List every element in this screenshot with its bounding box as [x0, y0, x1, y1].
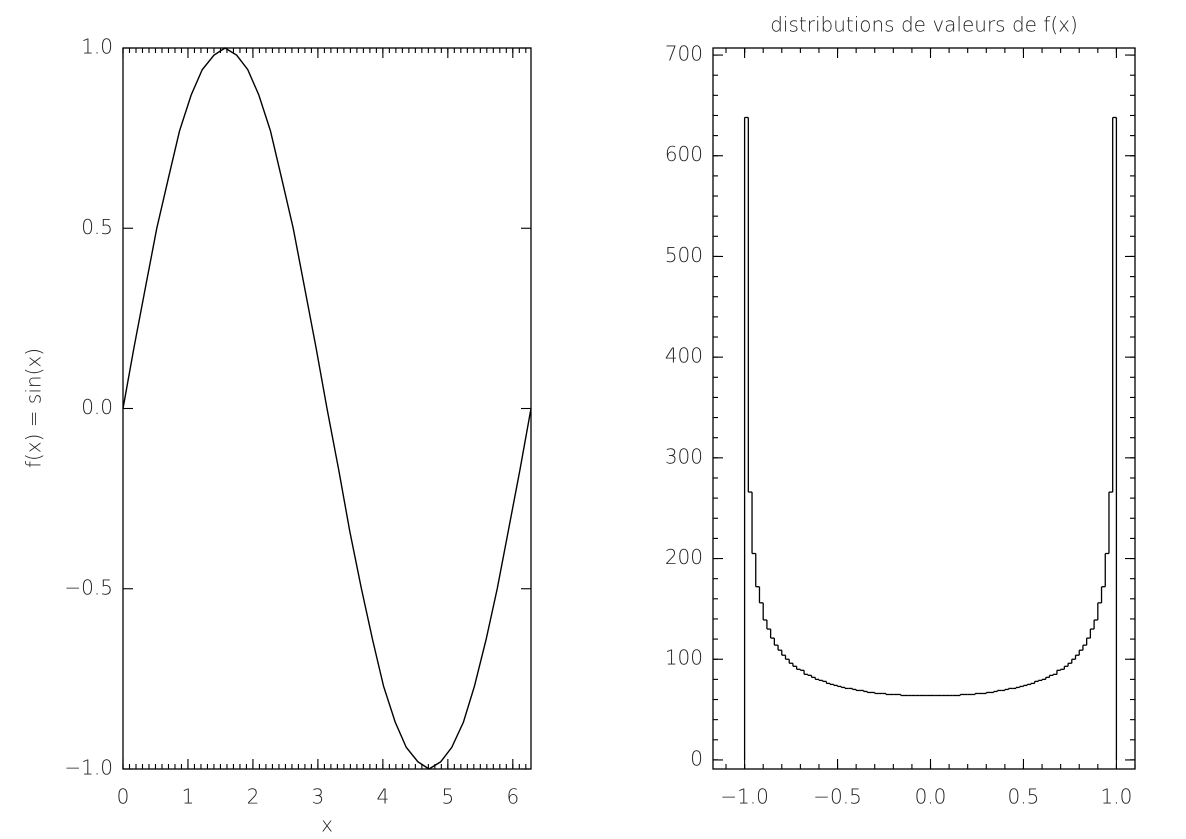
- y-tick-label: 600: [665, 142, 703, 166]
- y-tick-label: 200: [665, 545, 703, 569]
- y-tick-label: 400: [665, 344, 703, 368]
- x-tick-label: 6: [506, 785, 519, 809]
- x-tick-label: 5: [441, 785, 454, 809]
- x-tick-label: −1.0: [720, 785, 769, 809]
- y-tick-label: 300: [665, 444, 703, 468]
- y-tick-label: 500: [665, 243, 703, 267]
- x-tick-label: 1.0: [1101, 785, 1133, 809]
- x-tick-label: 4: [377, 785, 390, 809]
- sine-curve: [122, 47, 532, 770]
- y-tick-label: −0.5: [64, 575, 113, 599]
- y-tick-label: 0.0: [81, 395, 113, 419]
- x-tick-label: −0.5: [813, 785, 862, 809]
- plot-frame: [712, 47, 1136, 770]
- y-axis-label: f(x) = sin(x): [22, 348, 46, 468]
- y-tick-label: 100: [665, 646, 703, 670]
- chart-title: distributions de valeurs de f(x): [770, 13, 1078, 37]
- x-tick-label: 0: [117, 785, 130, 809]
- y-tick-label: 1.0: [81, 35, 113, 59]
- y-tick-label: 0: [690, 746, 703, 770]
- y-tick-label: 700: [665, 42, 703, 66]
- x-tick-label: 3: [312, 785, 325, 809]
- x-tick-label: 2: [247, 785, 260, 809]
- x-tick-label: 0.0: [915, 785, 947, 809]
- y-tick-label: 0.5: [81, 215, 113, 239]
- x-tick-label: 0.5: [1008, 785, 1040, 809]
- x-axis-label: x: [321, 813, 333, 837]
- y-tick-label: −1.0: [64, 756, 113, 780]
- x-tick-label: 1: [182, 785, 195, 809]
